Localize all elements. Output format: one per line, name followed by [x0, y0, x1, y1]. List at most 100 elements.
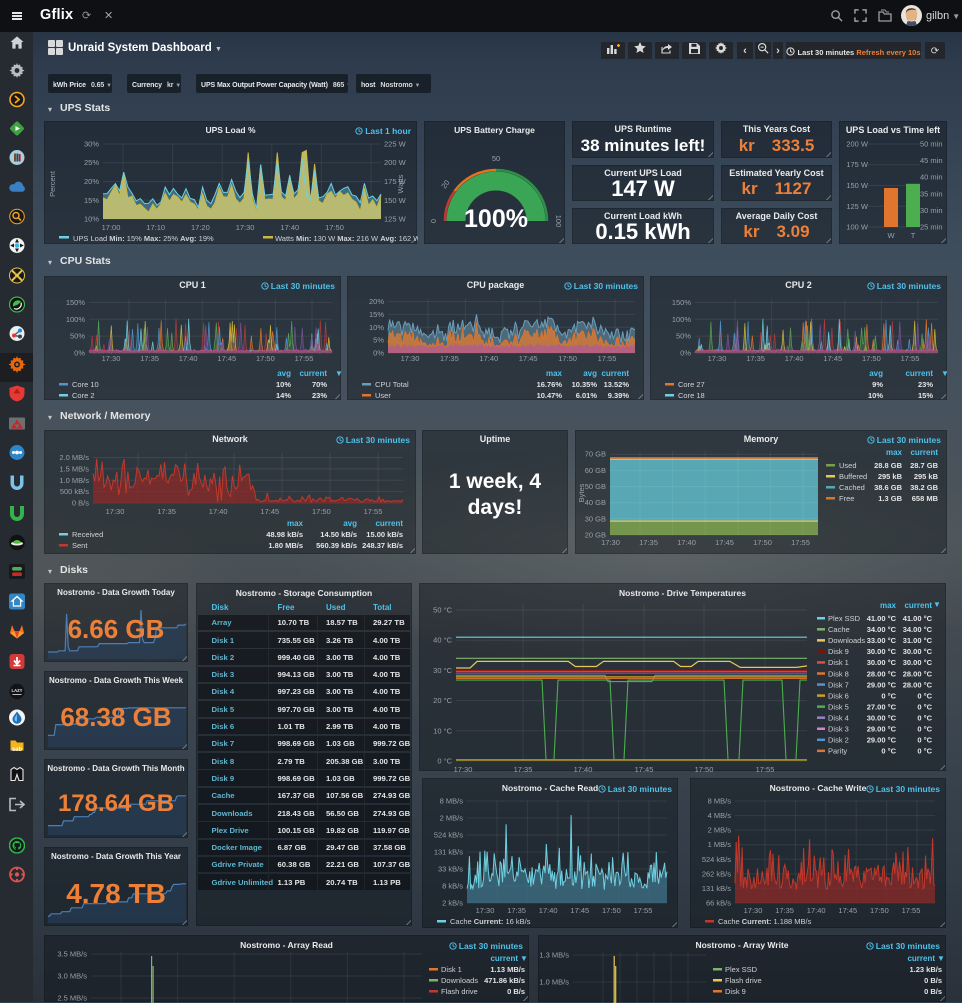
svg-text:200 W: 200 W	[384, 158, 407, 167]
svg-text:14%: 14%	[276, 391, 291, 400]
svg-text:17:45: 17:45	[838, 906, 857, 915]
svg-text:17:45: 17:45	[519, 354, 538, 363]
svg-text:0 B/s: 0 B/s	[507, 987, 525, 996]
svg-text:8 MB/s: 8 MB/s	[708, 797, 732, 806]
svg-text:100%: 100%	[464, 205, 528, 233]
svg-text:Buffered: Buffered	[839, 472, 867, 481]
svg-text:0 °C: 0 °C	[437, 757, 452, 766]
svg-text:9%: 9%	[872, 380, 883, 389]
svg-text:1.5 MB/s: 1.5 MB/s	[59, 464, 89, 473]
svg-text:Disk 5: Disk 5	[828, 702, 849, 711]
svg-text:Bytes: Bytes	[577, 483, 586, 502]
svg-text:14.50 kB/s: 14.50 kB/s	[320, 530, 357, 539]
svg-text:50 °C: 50 °C	[433, 606, 452, 615]
svg-text:28.7 GB: 28.7 GB	[910, 461, 939, 470]
svg-text:Disk 7: Disk 7	[828, 680, 849, 689]
svg-text:Watts Min: 130 W Max: 216 W: Watts Min: 130 W Max: 216 W Avg: 162 W	[275, 234, 418, 243]
svg-text:27.00 °C: 27.00 °C	[867, 702, 897, 711]
svg-text:17:35: 17:35	[775, 906, 794, 915]
svg-text:17:10: 17:10	[146, 223, 165, 232]
svg-text:17:35: 17:35	[514, 765, 533, 772]
svg-text:30.00 °C: 30.00 °C	[867, 713, 897, 722]
svg-text:Disk 9: Disk 9	[725, 987, 746, 996]
svg-text:41.00 °C: 41.00 °C	[867, 614, 897, 623]
svg-text:Disk 1: Disk 1	[441, 965, 462, 974]
svg-text:17:55: 17:55	[634, 906, 653, 915]
svg-text:max: max	[546, 369, 563, 378]
svg-text:Flash drive: Flash drive	[725, 976, 762, 985]
svg-text:Cache Current: 16 kB/s: Cache Current: 16 kB/s	[450, 917, 531, 926]
svg-text:Plex SSD: Plex SSD	[828, 614, 861, 623]
svg-text:524 kB/s: 524 kB/s	[434, 831, 463, 840]
svg-text:Disk 3: Disk 3	[828, 725, 849, 734]
svg-text:30 GB: 30 GB	[585, 514, 606, 523]
svg-text:Plex SSD: Plex SSD	[725, 965, 758, 974]
svg-text:Flash drive: Flash drive	[441, 987, 478, 996]
svg-text:50%: 50%	[70, 332, 85, 341]
svg-text:2 MB/s: 2 MB/s	[708, 826, 732, 835]
svg-text:131 kB/s: 131 kB/s	[434, 848, 463, 857]
svg-text:2 MB/s: 2 MB/s	[440, 814, 464, 823]
svg-text:16.76%: 16.76%	[537, 380, 563, 389]
svg-text:17:30: 17:30	[454, 765, 473, 772]
svg-text:25%: 25%	[84, 158, 99, 167]
svg-text:Core 27: Core 27	[678, 380, 705, 389]
svg-text:CPU Total: CPU Total	[375, 380, 409, 389]
svg-text:17:00: 17:00	[102, 223, 121, 232]
svg-text:0%: 0%	[680, 349, 691, 358]
svg-text:125 W: 125 W	[384, 215, 407, 224]
svg-text:17:35: 17:35	[440, 354, 459, 363]
svg-text:10.47%: 10.47%	[537, 391, 563, 400]
svg-text:66 kB/s: 66 kB/s	[706, 899, 731, 908]
svg-text:15%: 15%	[918, 391, 933, 400]
svg-text:Disk 1: Disk 1	[828, 658, 849, 667]
svg-text:17:40: 17:40	[539, 906, 558, 915]
svg-text:max: max	[287, 519, 304, 528]
svg-text:524 kB/s: 524 kB/s	[702, 855, 731, 864]
svg-text:0 °C: 0 °C	[881, 747, 896, 756]
svg-text:▼: ▼	[933, 600, 941, 609]
svg-text:avg: avg	[343, 519, 357, 528]
svg-text:34.00 °C: 34.00 °C	[903, 625, 933, 634]
svg-text:17:40: 17:40	[785, 354, 804, 363]
svg-text:max: max	[880, 601, 897, 610]
svg-text:17:30: 17:30	[236, 223, 255, 232]
svg-text:175 W: 175 W	[384, 177, 407, 186]
svg-text:0 B/s: 0 B/s	[924, 976, 942, 985]
svg-text:1.3 MB/s: 1.3 MB/s	[539, 951, 569, 960]
svg-text:0 °C: 0 °C	[917, 691, 932, 700]
svg-text:38.2 GB: 38.2 GB	[910, 483, 939, 492]
svg-text:41.00 °C: 41.00 °C	[903, 614, 933, 623]
svg-text:17:40: 17:40	[179, 354, 198, 363]
svg-text:0 °C: 0 °C	[917, 747, 932, 756]
svg-text:Disk 6: Disk 6	[828, 691, 849, 700]
svg-text:17:55: 17:55	[902, 906, 921, 915]
svg-text:23%: 23%	[312, 391, 327, 400]
svg-text:0 °C: 0 °C	[917, 702, 932, 711]
svg-text:17:30: 17:30	[106, 507, 125, 516]
svg-text:1.23 kB/s: 1.23 kB/s	[909, 965, 942, 974]
svg-text:1.80 MB/s: 1.80 MB/s	[268, 541, 303, 550]
svg-text:70 GB: 70 GB	[585, 450, 606, 459]
svg-text:17:40: 17:40	[574, 765, 593, 772]
svg-text:Cache: Cache	[828, 625, 850, 634]
svg-text:50 min: 50 min	[920, 140, 943, 149]
svg-text:0: 0	[429, 219, 438, 223]
svg-text:150%: 150%	[672, 298, 692, 307]
svg-text:60 GB: 60 GB	[585, 466, 606, 475]
svg-text:17:55: 17:55	[598, 354, 617, 363]
svg-text:48.98 kB/s: 48.98 kB/s	[266, 530, 303, 539]
svg-text:200 W: 200 W	[846, 140, 869, 149]
svg-text:33 kB/s: 33 kB/s	[438, 865, 463, 874]
svg-text:262 kB/s: 262 kB/s	[702, 869, 731, 878]
svg-text:17:30: 17:30	[744, 906, 763, 915]
svg-text:3.0 MB/s: 3.0 MB/s	[57, 972, 87, 981]
svg-text:28.00 °C: 28.00 °C	[867, 669, 897, 678]
svg-text:30 °C: 30 °C	[433, 666, 452, 675]
svg-text:125 W: 125 W	[846, 202, 869, 211]
svg-text:29.00 °C: 29.00 °C	[867, 680, 897, 689]
svg-text:28.8 GB: 28.8 GB	[874, 461, 903, 470]
svg-text:13.52%: 13.52%	[604, 380, 630, 389]
svg-text:17:30: 17:30	[401, 354, 420, 363]
svg-text:17:35: 17:35	[507, 906, 526, 915]
